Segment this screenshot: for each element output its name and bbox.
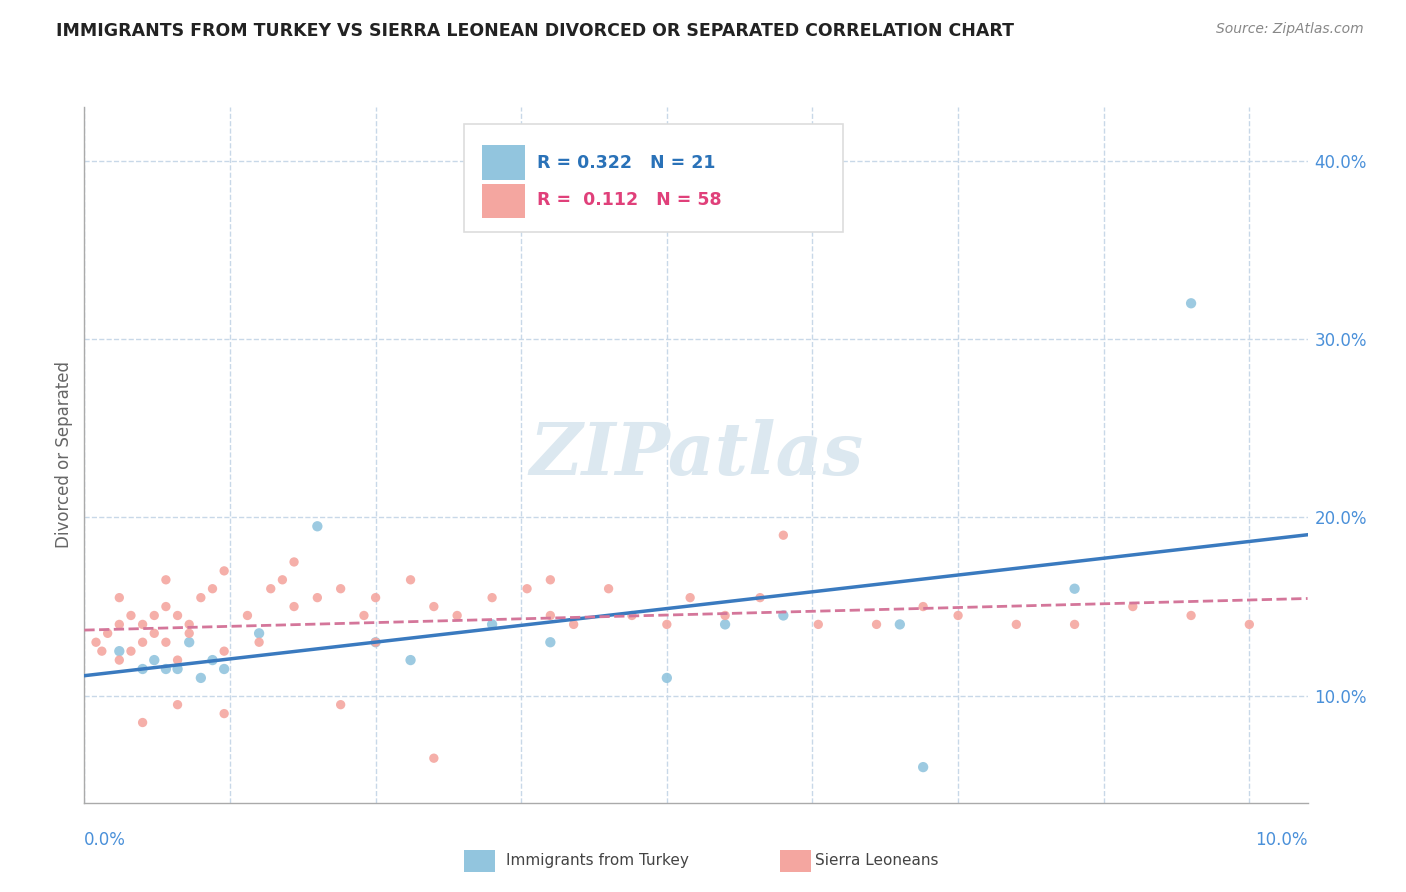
Text: R =  0.112   N = 58: R = 0.112 N = 58 (537, 191, 721, 209)
Point (283, 599, 305, 614)
Point (912, 599, 935, 614)
Point (399, 573, 422, 587)
FancyBboxPatch shape (464, 124, 842, 232)
Point (131, 617, 153, 632)
Point (212, 662, 235, 676)
Point (329, 698, 352, 712)
Point (679, 591, 702, 605)
Point (364, 591, 387, 605)
Point (714, 617, 737, 632)
Point (423, 599, 446, 614)
Point (131, 715, 153, 730)
Point (1063, 582, 1085, 596)
Point (283, 555, 305, 569)
Point (212, 644, 235, 658)
Point (90, 644, 112, 658)
Point (446, 608, 468, 623)
Point (247, 626, 270, 640)
Point (108, 644, 131, 658)
Point (212, 706, 235, 721)
Point (865, 617, 887, 632)
Point (1239, 617, 1261, 632)
Bar (482, 145, 524, 180)
Point (364, 635, 387, 649)
Point (190, 671, 212, 685)
Point (108, 653, 131, 667)
Point (271, 573, 294, 587)
Text: Source: ZipAtlas.com: Source: ZipAtlas.com (1216, 22, 1364, 37)
Point (190, 591, 212, 605)
Point (399, 653, 422, 667)
Point (143, 653, 166, 667)
Point (807, 617, 830, 632)
Point (236, 608, 259, 623)
Text: Sierra Leoneans: Sierra Leoneans (815, 854, 939, 868)
Point (166, 662, 188, 676)
Point (353, 608, 375, 623)
Text: IMMIGRANTS FROM TURKEY VS SIERRA LEONEAN DIVORCED OR SEPARATED CORRELATION CHART: IMMIGRANTS FROM TURKEY VS SIERRA LEONEAN… (56, 22, 1014, 40)
Point (143, 608, 166, 623)
Point (1122, 599, 1144, 614)
Text: 10.0%: 10.0% (1256, 830, 1308, 848)
Point (1005, 617, 1028, 632)
Point (1063, 617, 1085, 632)
Point (423, 751, 446, 765)
Point (179, 617, 201, 632)
Point (179, 626, 201, 640)
Point (179, 635, 201, 649)
Point (562, 617, 585, 632)
Point (1180, 296, 1202, 310)
Point (247, 635, 270, 649)
Point (131, 662, 153, 676)
Point (538, 635, 561, 649)
Text: R = 0.322   N = 21: R = 0.322 N = 21 (537, 153, 716, 171)
Point (155, 662, 177, 676)
Point (655, 671, 678, 685)
Point (155, 599, 177, 614)
Y-axis label: Divorced or Separated: Divorced or Separated (55, 361, 73, 549)
Point (166, 608, 188, 623)
Text: 0.0%: 0.0% (84, 830, 127, 848)
Point (772, 528, 794, 542)
Point (516, 582, 538, 596)
Point (166, 653, 188, 667)
Point (946, 608, 969, 623)
Point (120, 644, 142, 658)
Text: ZIPatlas: ZIPatlas (529, 419, 863, 491)
Point (155, 635, 177, 649)
Point (201, 653, 224, 667)
Point (481, 591, 503, 605)
Point (155, 573, 177, 587)
Point (260, 582, 283, 596)
Point (772, 608, 794, 623)
Text: Immigrants from Turkey: Immigrants from Turkey (506, 854, 689, 868)
Point (620, 608, 643, 623)
Point (120, 608, 142, 623)
Point (329, 582, 352, 596)
Point (889, 617, 911, 632)
Point (364, 635, 387, 649)
Point (131, 635, 153, 649)
Point (538, 573, 561, 587)
Point (598, 582, 620, 596)
Point (166, 698, 188, 712)
Point (307, 519, 329, 533)
Point (108, 591, 131, 605)
Point (143, 626, 166, 640)
Point (97, 626, 120, 640)
Point (749, 591, 772, 605)
Point (84, 635, 107, 649)
Point (201, 582, 224, 596)
Point (212, 564, 235, 578)
Point (714, 608, 737, 623)
Point (481, 617, 503, 632)
Bar (482, 184, 524, 219)
Point (108, 617, 131, 632)
Point (307, 591, 329, 605)
Point (538, 608, 561, 623)
Point (912, 760, 935, 774)
Point (655, 617, 678, 632)
Point (1180, 608, 1202, 623)
